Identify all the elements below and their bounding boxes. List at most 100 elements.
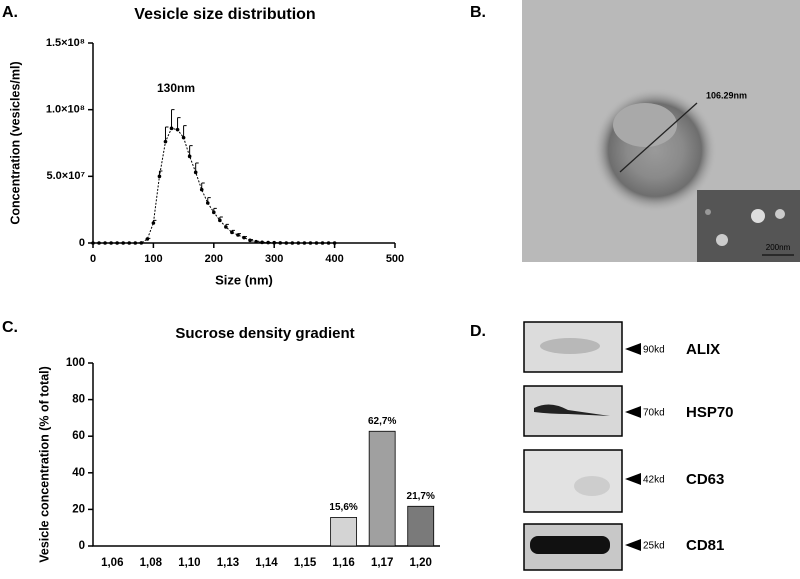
y-tick-label: 20 [72,503,85,515]
x-tick-label: 200 [205,253,223,265]
y-tick-label: 80 [72,394,85,406]
y-tick-label: 40 [72,467,85,479]
bar [407,505,435,547]
annotation: 130nm [157,81,195,95]
panel-label: B. [470,4,486,21]
point [157,174,162,179]
line [93,127,335,244]
point [254,239,258,244]
point [133,241,138,245]
y-tick-label: 1.0×10⁸ [46,104,85,116]
point [296,241,301,245]
point [97,241,101,245]
x-tick-label: 1,13 [217,557,239,569]
x-tick-label: 1,17 [371,557,393,569]
y-tick-label: 60 [72,430,85,442]
band-size: 90kd [643,345,665,356]
y-tick-label: 5.0×10⁷ [47,170,86,182]
point [260,240,264,245]
point [139,241,144,245]
x-axis-label: Size (nm) [215,272,273,287]
micrograph: 106.29nm 200nm [522,0,800,262]
point [272,240,277,245]
point [278,241,283,245]
point [266,240,270,245]
point [181,135,186,140]
bar [330,517,358,547]
x-tick-label: 1,14 [255,557,278,569]
point [169,126,174,131]
protein-name: CD63 [686,471,724,488]
band-size: 70kd [643,408,665,419]
y-tick-label: 0 [79,237,85,249]
value-label: 15,6% [329,502,357,513]
measurement: 106.29nm [706,90,747,100]
point [212,210,216,215]
point [314,241,319,245]
x-tick-label: 400 [325,253,343,265]
scale-bar-label: 200nm [766,243,791,252]
point [284,241,289,245]
point [236,233,240,237]
point [127,241,132,245]
axis [92,43,395,244]
y-tick-label: 100 [66,357,85,369]
point [242,235,246,240]
error-bar [177,117,181,130]
point [187,154,192,159]
band-size: 42kd [643,475,665,486]
protein-name: CD81 [686,537,724,554]
point [121,241,125,245]
x-tick-label: 0 [90,253,96,265]
chart-title: Sucrose density gradient [175,325,354,342]
point [230,230,234,235]
x-tick-label: 1,15 [294,557,317,569]
point [163,139,168,144]
value-label: 62,7% [368,416,396,427]
x-tick-label: 300 [265,253,283,265]
point [332,241,337,245]
x-tick-label: 1,10 [178,557,200,569]
y-axis-label: Concentration (vesicles/ml) [8,61,22,224]
point [302,241,307,245]
panel-label: A. [2,4,18,21]
x-tick-label: 500 [386,253,404,265]
point [91,241,95,245]
point [248,238,252,243]
point [145,237,150,241]
protein-name: ALIX [686,341,720,358]
band-size: 25kd [643,541,665,552]
y-axis-label: Vesicle concentration (% of total) [37,366,51,563]
x-tick-label: 1,08 [140,557,163,569]
panel-label: C. [2,319,18,336]
x-tick-label: 1,06 [101,557,123,569]
point [290,241,295,245]
point [205,201,210,205]
point [175,127,180,132]
point [320,241,325,245]
point [326,241,331,245]
error-bar [183,125,187,138]
error-bar [171,109,175,129]
point [151,221,156,225]
x-tick-label: 1,16 [332,557,354,569]
y-tick-label: 0 [79,540,85,552]
y-tick-label: 1.5×10⁸ [46,37,85,49]
protein-name: HSP70 [686,404,734,421]
point [115,241,119,245]
x-tick-label: 1,20 [410,557,432,569]
point [193,170,198,175]
point [103,241,107,245]
x-tick-label: 100 [144,253,162,265]
panel-label: D. [470,323,486,340]
western-blot [523,321,641,571]
chart-title: Vesicle size distribution [134,6,315,23]
point [218,218,222,223]
value-label: 21,7% [407,491,435,502]
point [199,187,204,192]
point [109,241,113,245]
error-bar [164,126,169,142]
bar [368,430,396,547]
point [308,241,313,245]
